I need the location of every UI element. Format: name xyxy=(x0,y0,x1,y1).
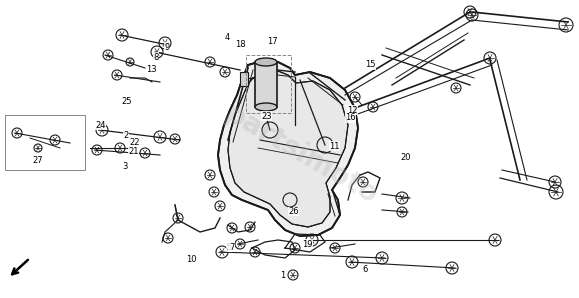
Text: 25: 25 xyxy=(121,97,131,106)
Text: 4: 4 xyxy=(225,33,230,42)
Text: 24: 24 xyxy=(95,121,105,130)
Text: 3: 3 xyxy=(122,162,127,171)
Text: 26: 26 xyxy=(288,207,299,216)
Polygon shape xyxy=(218,60,358,236)
Text: 19: 19 xyxy=(302,240,312,249)
FancyBboxPatch shape xyxy=(240,72,248,86)
Text: 23: 23 xyxy=(261,112,272,121)
Text: 27: 27 xyxy=(32,156,43,165)
Ellipse shape xyxy=(255,103,277,111)
Text: 17: 17 xyxy=(267,37,277,46)
Text: 22: 22 xyxy=(130,138,140,147)
Text: 8: 8 xyxy=(153,53,159,62)
Text: 11: 11 xyxy=(329,142,340,150)
Text: 12: 12 xyxy=(347,106,357,115)
Text: 13: 13 xyxy=(146,65,157,74)
Text: 16: 16 xyxy=(345,113,356,122)
Text: partsimoto: partsimoto xyxy=(219,100,383,210)
Polygon shape xyxy=(228,71,348,227)
Text: 18: 18 xyxy=(235,40,245,49)
Text: 2: 2 xyxy=(123,131,129,140)
Ellipse shape xyxy=(255,58,277,66)
Text: 9: 9 xyxy=(164,43,170,52)
Text: 20: 20 xyxy=(400,153,411,162)
Text: 7: 7 xyxy=(229,243,234,252)
Text: 21: 21 xyxy=(128,148,138,156)
Text: 15: 15 xyxy=(365,60,376,69)
Text: 1: 1 xyxy=(280,271,285,280)
Text: 5: 5 xyxy=(226,243,232,252)
Text: 10: 10 xyxy=(186,255,196,264)
Text: 6: 6 xyxy=(362,265,368,274)
FancyBboxPatch shape xyxy=(255,62,277,107)
